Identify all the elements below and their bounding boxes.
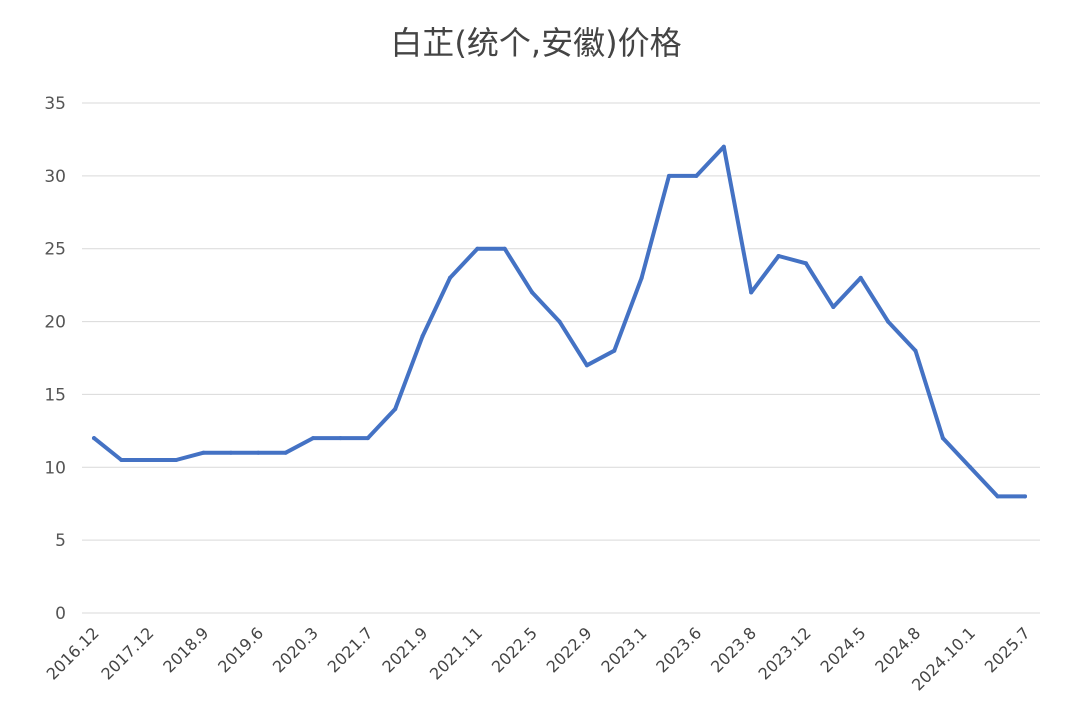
data-point [1023,494,1027,499]
data-point [420,334,425,339]
gridlines [82,102,1040,614]
data-point [338,436,343,441]
x-tick-label: 2021.7 [324,623,377,676]
y-tick-label: 10 [44,458,66,478]
data-point [92,436,96,441]
data-point [995,494,1000,499]
y-tick-label: 0 [55,604,66,624]
data-point [447,275,452,280]
data-point [803,261,808,266]
data-point [667,173,672,178]
y-tick-label: 25 [44,240,66,260]
x-tick-label: 2020.3 [269,623,322,676]
data-point [721,144,726,149]
x-tick-label: 2023.1 [597,623,650,676]
data-point [365,436,370,441]
y-axis-ticks: 0 5 10 15 20 25 30 35 [44,94,66,624]
data-point [940,436,945,441]
x-tick-label: 2022.9 [543,623,596,676]
data-point [968,465,973,470]
x-tick-label: 2024.5 [817,623,870,676]
x-tick-label: 2019.6 [214,623,267,676]
chart-title: 白芷(统个,安徽)价格 [390,24,682,62]
x-tick-label: 2023.12 [755,623,815,683]
y-tick-label: 20 [44,313,66,333]
x-tick-label: 2017.12 [97,623,157,683]
data-point [119,458,124,462]
x-tick-label: 2016.12 [43,623,103,683]
x-tick-label: 2021.11 [426,623,486,683]
data-point [639,275,644,280]
data-point [311,436,316,441]
x-tick-label: 2021.9 [378,623,431,676]
x-tick-label: 2022.5 [488,623,541,676]
data-point [530,290,535,295]
x-tick-label: 2018.9 [159,623,212,676]
data-point [584,363,589,368]
y-tick-label: 5 [55,531,66,551]
data-point [749,290,754,295]
data-point [502,246,507,251]
x-tick-label: 2023.6 [652,623,705,676]
data-point [913,348,918,353]
data-point [694,173,699,178]
data-point [201,450,206,455]
x-tick-label: 2024.8 [871,623,924,676]
data-point [256,450,261,455]
y-tick-label: 15 [44,385,66,405]
data-point [858,275,863,280]
y-tick-label: 30 [44,167,66,187]
x-tick-label: 2025.7 [981,623,1034,676]
data-point [776,254,781,258]
series-layer [92,144,1027,499]
data-point [228,450,233,455]
data-point [393,407,398,411]
data-point [475,246,480,251]
data-point [283,450,288,455]
data-point [886,319,891,324]
y-tick-label: 35 [44,94,66,114]
data-point [174,458,179,462]
data-point [831,305,836,309]
data-point [557,319,562,324]
x-tick-label: 2023.8 [707,623,760,676]
data-point [612,348,617,353]
data-point [146,458,151,462]
